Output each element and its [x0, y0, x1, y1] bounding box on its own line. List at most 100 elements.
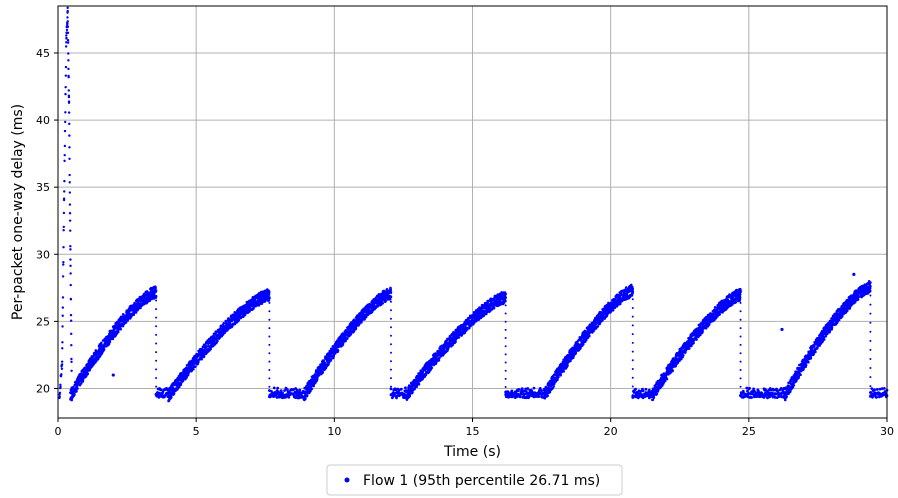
data-point [268, 385, 271, 388]
data-point [155, 376, 158, 379]
data-point [268, 310, 271, 313]
data-point [69, 272, 72, 275]
data-point [739, 318, 742, 321]
data-point [62, 260, 65, 264]
data-point [61, 314, 64, 317]
data-point [268, 360, 271, 363]
data-point [268, 369, 271, 372]
data-point [389, 343, 392, 346]
data-point [66, 22, 69, 25]
data-point [267, 291, 271, 294]
data-point [739, 360, 742, 363]
data-point [69, 258, 72, 261]
data-point [631, 306, 634, 309]
data-point [69, 264, 72, 268]
data-point [321, 370, 325, 374]
data-point [68, 134, 71, 137]
data-point [62, 263, 65, 266]
data-point [504, 320, 507, 323]
data-point [631, 289, 634, 292]
data-point [159, 388, 163, 392]
data-point [346, 337, 349, 340]
data-point [504, 292, 507, 296]
data-point [750, 396, 753, 399]
data-point [556, 378, 559, 382]
data-point [70, 369, 73, 373]
data-point [67, 67, 70, 71]
data-point [248, 310, 251, 313]
data-point [552, 385, 555, 388]
data-point [60, 373, 63, 376]
data-point [739, 377, 742, 380]
data-point [417, 382, 421, 386]
data-point [457, 336, 461, 339]
data-point [65, 41, 68, 44]
data-point [631, 368, 634, 371]
data-point [167, 399, 171, 402]
data-point [60, 367, 64, 370]
data-point [389, 300, 392, 303]
data-point [58, 391, 62, 395]
data-point [100, 341, 103, 345]
data-point [504, 386, 507, 389]
data-point [748, 386, 751, 390]
data-point [718, 313, 721, 316]
data-point [399, 387, 403, 391]
data-point [68, 181, 71, 184]
data-point [739, 290, 742, 294]
data-point [66, 31, 70, 35]
data-point [121, 313, 125, 316]
data-point [67, 95, 71, 99]
data-point [424, 372, 428, 376]
data-point [61, 325, 64, 328]
data-point [310, 387, 314, 391]
data-point [739, 385, 742, 388]
data-point [559, 373, 562, 377]
data-point [148, 299, 152, 302]
data-point [64, 74, 68, 77]
data-point [739, 369, 742, 372]
data-point [336, 349, 340, 352]
data-point [268, 293, 271, 296]
data-point [68, 203, 72, 206]
data-point [194, 365, 197, 368]
data-point [63, 153, 66, 157]
data-point [70, 343, 73, 347]
data-point [584, 338, 588, 342]
data-point [69, 229, 72, 232]
data-point [631, 333, 634, 336]
data-point [389, 295, 393, 299]
data-point [63, 159, 66, 163]
data-point [62, 197, 66, 200]
data-point [68, 157, 71, 160]
data-point [517, 387, 521, 391]
data-point [631, 385, 634, 388]
data-point [177, 379, 180, 383]
data-point [75, 389, 78, 393]
data-point [739, 327, 742, 330]
data-point [155, 290, 158, 293]
data-point [63, 144, 67, 148]
data-point [121, 315, 125, 319]
data-point [67, 111, 71, 114]
data-point [631, 341, 634, 344]
data-point [268, 343, 271, 346]
data-point [235, 313, 239, 317]
data-point [634, 387, 637, 391]
data-point [61, 306, 65, 309]
data-point [520, 387, 524, 391]
data-point [73, 393, 76, 396]
data-point [197, 360, 200, 364]
data-point [631, 350, 634, 353]
data-point [611, 308, 615, 312]
data-point [63, 120, 67, 124]
data-point [111, 337, 115, 341]
data-point [734, 300, 738, 304]
data-point [631, 298, 634, 301]
data-point [155, 342, 158, 345]
data-point [70, 332, 73, 336]
data-point [61, 275, 65, 278]
data-point [739, 343, 742, 346]
data-point [268, 335, 271, 338]
data-point [61, 341, 64, 344]
